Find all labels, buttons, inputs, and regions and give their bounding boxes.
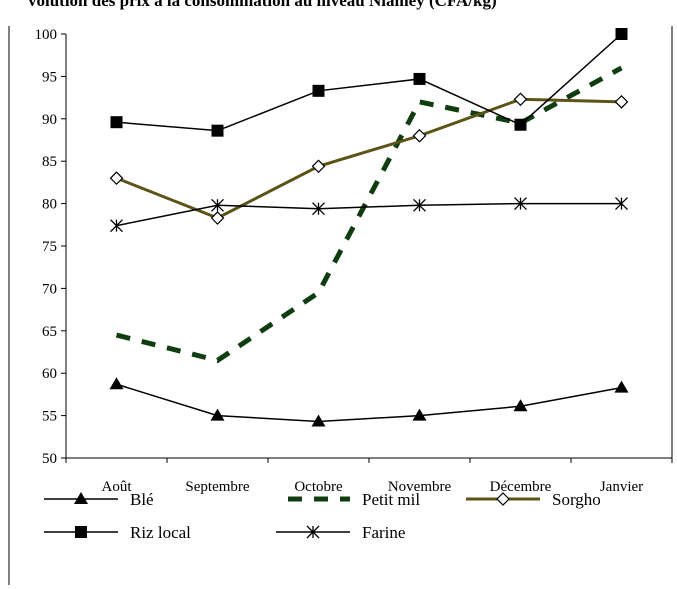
legend-swatch-marker <box>496 492 510 506</box>
series-line-farine <box>116 202 622 227</box>
y-tick-label: 90 <box>42 112 57 128</box>
data-point-farine <box>413 198 426 212</box>
data-point-ble <box>311 414 326 427</box>
data-point-farine <box>312 202 325 216</box>
y-tick-label: 95 <box>42 69 57 85</box>
x-tick-label: Décembre <box>490 479 552 495</box>
series-riz-local <box>110 28 628 137</box>
data-point-sorgho <box>109 171 124 186</box>
data-point-riz-local <box>110 116 123 129</box>
data-point-ble <box>614 380 629 393</box>
data-point-sorgho <box>513 92 528 107</box>
data-point-sorgho <box>210 211 225 225</box>
data-point-riz-local <box>615 28 628 40</box>
legend-item-farine: Farine <box>276 523 405 542</box>
y-tick-label: 50 <box>42 451 57 467</box>
series-line-sorgho <box>115 97 622 220</box>
data-point-farine <box>615 197 628 211</box>
y-tick-label: 65 <box>42 324 57 340</box>
legend-label: Sorgho <box>552 490 601 509</box>
data-point-riz-local <box>413 72 426 85</box>
data-point-farine <box>110 219 123 233</box>
x-tick-label: Janvier <box>600 479 643 495</box>
legend-item-ble: Blé <box>44 490 154 509</box>
data-point-ble <box>109 377 124 390</box>
x-tick-label: Août <box>102 479 133 495</box>
legend-label: Riz local <box>130 523 191 542</box>
y-tick-label: 100 <box>35 27 58 43</box>
data-point-riz-local <box>312 84 325 97</box>
data-point-riz-local <box>211 124 224 137</box>
x-tick-label: Octobre <box>294 479 343 495</box>
legend-label: Farine <box>362 523 405 542</box>
legend-swatch-marker <box>74 492 88 504</box>
y-tick-label: 85 <box>42 154 57 170</box>
chart-series-group <box>109 28 629 427</box>
series-line-riz-local <box>116 33 623 132</box>
chart-legend: Blé Petit mil Sorgho Riz local Farine <box>44 490 601 542</box>
y-tick-label: 75 <box>42 239 57 255</box>
y-tick-label: 55 <box>42 409 57 425</box>
data-point-ble <box>412 408 427 421</box>
x-tick-label: Novembre <box>388 479 452 495</box>
legend-swatch-marker <box>75 526 87 538</box>
data-point-sorgho <box>311 159 326 174</box>
legend-label: Blé <box>130 490 154 509</box>
y-tick-label: 80 <box>42 197 57 213</box>
series-line-petit-mil <box>115 65 623 364</box>
data-point-riz-local <box>514 118 527 131</box>
legend-label: Petit mil <box>362 490 420 509</box>
chart-axes: 50 55 60 65 70 75 80 85 90 95 100 Août Septembre Octo… <box>8 26 673 585</box>
chart-title: volution des prix a la consommation au n… <box>28 0 497 10</box>
data-point-farine <box>514 197 527 211</box>
legend-item-sorgho: Sorgho <box>466 490 601 509</box>
series-petit-mil <box>115 65 623 364</box>
y-tick-label: 60 <box>42 366 57 382</box>
data-point-ble <box>513 399 528 412</box>
series-line-ble <box>116 383 622 423</box>
y-tick-label: 70 <box>42 281 57 297</box>
data-point-sorgho <box>412 128 427 143</box>
series-sorgho <box>109 92 629 225</box>
legend-item-petit-mil: Petit mil <box>288 490 420 509</box>
data-point-ble <box>210 408 225 421</box>
legend-item-riz-local: Riz local <box>44 523 191 542</box>
data-point-sorgho <box>614 94 629 109</box>
series-farine <box>110 197 628 233</box>
data-point-farine <box>211 198 224 212</box>
x-tick-label: Septembre <box>185 479 249 495</box>
series-ble <box>109 377 629 427</box>
legend-swatch-marker <box>306 525 320 539</box>
